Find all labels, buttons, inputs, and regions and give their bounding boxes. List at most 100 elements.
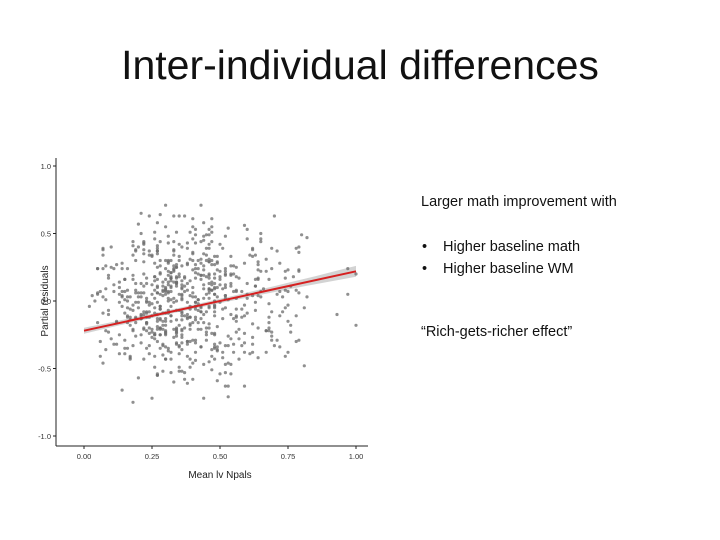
data-point: [161, 327, 165, 331]
data-point: [134, 334, 138, 338]
data-point: [207, 326, 211, 330]
data-point: [147, 352, 151, 356]
data-point: [188, 339, 192, 344]
data-point: [128, 295, 132, 299]
data-point: [234, 319, 238, 323]
data-point: [153, 306, 157, 310]
data-point: [147, 253, 151, 257]
data-point: [174, 318, 179, 322]
data-point: [191, 377, 195, 381]
data-point: [180, 329, 184, 333]
data-point: [117, 300, 121, 304]
data-point: [204, 333, 208, 337]
data-point: [275, 292, 279, 296]
data-point: [242, 303, 247, 307]
data-point: [177, 214, 181, 218]
data-point: [207, 242, 211, 246]
data-point: [264, 350, 268, 354]
data-point: [196, 267, 200, 271]
data-point: [278, 289, 282, 294]
data-point: [172, 240, 176, 244]
data-point: [134, 291, 138, 295]
data-point: [145, 322, 149, 326]
data-point: [142, 284, 146, 288]
data-point: [229, 372, 233, 376]
data-point: [183, 214, 187, 218]
data-point: [256, 268, 260, 272]
data-point: [153, 237, 157, 241]
x-tick-label: 0.00: [77, 452, 92, 461]
data-point: [193, 318, 198, 322]
data-point: [253, 253, 257, 257]
data-point: [207, 227, 211, 231]
data-point: [104, 287, 108, 291]
data-point: [101, 295, 105, 299]
data-point: [207, 322, 211, 326]
data-point: [232, 264, 236, 268]
data-point: [131, 277, 135, 281]
data-point: [106, 276, 111, 280]
data-point: [150, 327, 154, 331]
data-point: [147, 249, 151, 253]
data-point: [150, 335, 154, 339]
data-point: [264, 329, 268, 333]
data-point: [283, 288, 287, 292]
data-point: [234, 275, 238, 279]
data-point: [183, 314, 187, 318]
data-point: [302, 364, 306, 368]
data-point: [210, 225, 214, 229]
x-axis-label: Mean lv Npals: [188, 470, 251, 481]
data-point: [142, 260, 146, 264]
data-point: [123, 298, 127, 302]
data-point: [98, 339, 102, 344]
data-point: [106, 312, 111, 317]
data-point: [123, 338, 127, 342]
data-point: [174, 263, 179, 267]
data-point: [242, 261, 247, 265]
data-point: [147, 303, 151, 307]
data-point: [237, 276, 241, 280]
data-point: [166, 346, 170, 350]
data-point: [234, 330, 238, 334]
data-point: [191, 291, 195, 295]
data-point: [202, 296, 206, 300]
scatter-plot: 1.0 0.5 0.0 -0.5 -1.0 0.00 0.25 0.50 0.75 1.00 Mea…: [38, 158, 368, 481]
data-point: [188, 323, 192, 327]
y-tick-label: -0.5: [38, 365, 51, 374]
data-point: [213, 345, 217, 349]
data-point: [134, 300, 138, 304]
data-point: [164, 225, 168, 229]
data-point: [166, 260, 170, 264]
data-point: [153, 311, 157, 315]
data-point: [245, 281, 249, 286]
data-point: [150, 302, 154, 306]
data-point: [232, 272, 236, 276]
data-point: [164, 277, 168, 281]
data-point: [210, 217, 214, 221]
data-point: [305, 295, 309, 299]
data-point: [294, 314, 298, 318]
data-point: [199, 317, 203, 321]
data-point: [199, 240, 203, 244]
data-point: [125, 288, 130, 292]
data-point: [226, 344, 230, 348]
data-point: [283, 269, 287, 273]
data-point: [183, 289, 187, 294]
data-point: [125, 295, 130, 299]
data-point: [223, 306, 227, 310]
data-point: [164, 323, 168, 327]
data-point: [180, 314, 184, 318]
data-point: [101, 311, 105, 315]
data-point: [96, 292, 100, 296]
x-tick-label: 1.00: [349, 452, 364, 461]
data-point: [117, 352, 121, 356]
data-point: [213, 292, 217, 296]
data-point: [210, 230, 214, 234]
data-point: [232, 350, 236, 354]
data-point: [180, 348, 184, 352]
data-point: [174, 331, 179, 335]
data-point: [134, 288, 138, 292]
data-point: [229, 254, 233, 258]
data-point: [177, 369, 181, 373]
data-point: [226, 384, 230, 388]
